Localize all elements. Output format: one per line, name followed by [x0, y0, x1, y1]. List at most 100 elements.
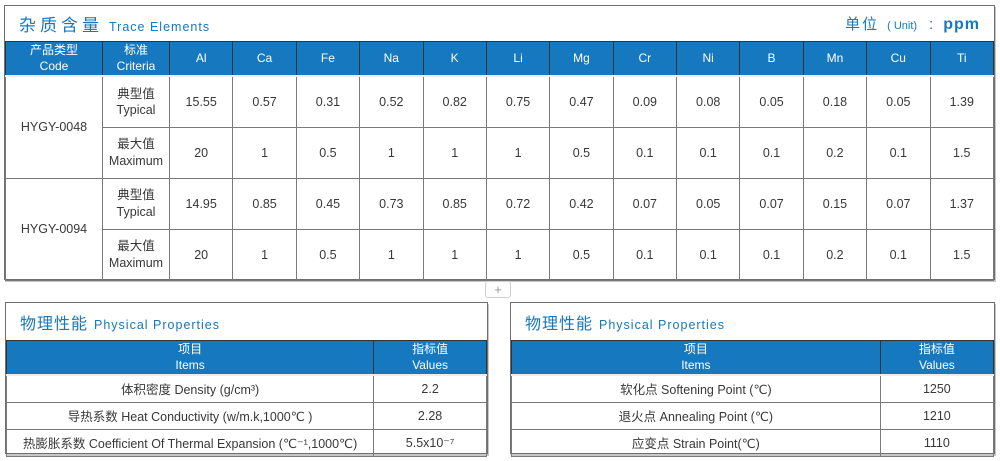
criteria-zh: 最大值	[117, 239, 155, 254]
col-header-mg: Mg	[549, 41, 614, 78]
value-cell: 0.52	[359, 75, 424, 128]
value-cell: 0.75	[485, 75, 551, 128]
unit-colon: :	[929, 16, 934, 33]
physical-title: 物理性能 Physical Properties	[525, 310, 725, 334]
col-header-values: 指标值 Values	[373, 340, 487, 377]
plus-icon: +	[494, 282, 502, 297]
product-code-cell: HYGY-0048	[5, 75, 103, 179]
col-header-b: B	[739, 41, 804, 78]
table-header-row: 项目 Items 指标值 Values	[5, 340, 487, 377]
col-header-cr: Cr	[612, 41, 678, 78]
table-row: 导热系数 Heat Conductivity (w/m.k,1000℃ ) 2.…	[5, 401, 487, 430]
value-cell: 0.05	[675, 177, 741, 230]
item-cell: 导热系数 Heat Conductivity (w/m.k,1000℃ )	[5, 401, 375, 430]
product-code-cell: HYGY-0094	[5, 177, 103, 281]
physical-title: 物理性能 Physical Properties	[20, 310, 220, 334]
criteria-en: Maximum	[108, 255, 164, 270]
value-cell: 0.07	[866, 177, 931, 230]
physical-properties-title-right: 物理性能 Physical Properties	[511, 303, 994, 340]
value-cell: 1.5	[929, 126, 994, 179]
criteria-en: Maximum	[108, 153, 164, 168]
value-cell: 0.15	[802, 177, 868, 230]
value-cell: 0.09	[612, 75, 678, 128]
trace-elements-card: 杂质含量 Trace Elements 单位 ( Unit) : ppm 产品类…	[4, 5, 995, 281]
value-cell: 0.08	[675, 75, 741, 128]
value-cell: 0.1	[675, 228, 741, 281]
item-cell: 热膨胀系数 Coefficient Of Thermal Expansion (…	[5, 428, 375, 457]
criteria-cell: 典型值 Typical	[102, 75, 170, 128]
trace-elements-title: 杂质含量 Trace Elements	[19, 11, 210, 36]
value-cell: 0.1	[612, 126, 678, 179]
physical-title-en: Physical Properties	[599, 317, 726, 332]
col-header-items-zh: 项目	[178, 342, 203, 356]
table-row: 热膨胀系数 Coefficient Of Thermal Expansion (…	[5, 428, 487, 457]
table-row: 软化点 Softening Point (℃) 1250	[511, 374, 995, 403]
col-header-values-en: Values	[412, 357, 448, 372]
col-header-criteria: 标准 Criteria	[102, 41, 170, 78]
col-header-fe: Fe	[295, 41, 361, 78]
value-cell: 0.57	[232, 75, 297, 128]
unit-label-zh: 单位	[845, 16, 880, 33]
unit-value: ppm	[943, 16, 980, 33]
col-header-values: 指标值 Values	[879, 340, 995, 377]
trace-elements-header: 杂质含量 Trace Elements 单位 ( Unit) : ppm	[5, 6, 994, 41]
value-cell: 1	[422, 126, 487, 179]
table-row: 应变点 Strain Point(℃) 1110	[511, 428, 995, 457]
physical-properties-card-left: 物理性能 Physical Properties 项目 Items 指标值 Va…	[5, 302, 488, 457]
value-cell: 5.5x10⁻⁷	[373, 428, 487, 457]
criteria-en: Typical	[116, 204, 156, 219]
table-row: HYGY-0094 典型值 Typical 14.95 0.85 0.45 0.…	[5, 177, 994, 281]
col-header-criteria-zh: 标准	[123, 43, 148, 57]
table-row: 最大值 Maximum 20 1 0.5 1 1 1 0.5 0.1 0.1 0…	[6, 126, 994, 179]
col-header-code: 产品类型 Code	[5, 41, 103, 78]
value-cell: 0.1	[866, 126, 931, 179]
value-cell: 0.05	[866, 75, 931, 128]
value-cell: 1	[422, 228, 487, 281]
expand-button[interactable]: +	[485, 281, 511, 298]
criteria-en: Typical	[116, 102, 156, 117]
value-cell: 1	[485, 126, 551, 179]
value-cell: 15.55	[168, 75, 234, 128]
col-header-items-en: Items	[681, 357, 711, 372]
criteria-cell: 典型值 Typical	[102, 177, 170, 230]
col-header-code-zh: 产品类型	[29, 43, 78, 57]
value-cell: 1	[232, 126, 297, 179]
value-cell: 20	[168, 228, 234, 281]
value-cell: 0.5	[295, 126, 361, 179]
table-header-row: 产品类型 Code 标准 Criteria Al Ca Fe Na K Li M…	[5, 41, 994, 78]
physical-title-zh: 物理性能	[525, 315, 594, 333]
value-cell: 0.45	[295, 177, 361, 230]
value-cell: 0.47	[549, 75, 614, 128]
col-header-values-zh: 指标值	[918, 342, 955, 356]
value-cell: 1.37	[929, 177, 994, 230]
value-cell: 0.5	[295, 228, 361, 281]
col-header-items: 项目 Items	[5, 340, 375, 377]
col-header-al: Al	[168, 41, 234, 78]
col-header-code-en: Code	[39, 58, 69, 73]
table-row: 退火点 Annealing Point (℃) 1210	[511, 401, 995, 430]
value-cell: 1110	[879, 428, 995, 457]
physical-title-en: Physical Properties	[94, 317, 221, 332]
col-header-criteria-en: Criteria	[116, 58, 156, 73]
value-cell: 14.95	[168, 177, 234, 230]
col-header-values-en: Values	[918, 357, 955, 372]
value-cell: 1	[359, 126, 424, 179]
value-cell: 1250	[879, 374, 995, 403]
item-cell: 软化点 Softening Point (℃)	[511, 374, 881, 403]
col-header-mn: Mn	[802, 41, 868, 78]
physical-properties-table-right: 项目 Items 指标值 Values 软化点 Softening Point …	[511, 340, 995, 457]
value-cell: 0.85	[232, 177, 297, 230]
value-cell: 0.2	[802, 228, 868, 281]
criteria-zh: 最大值	[117, 137, 155, 152]
col-header-ti: Ti	[929, 41, 994, 78]
trace-elements-table: 产品类型 Code 标准 Criteria Al Ca Fe Na K Li M…	[5, 41, 994, 281]
value-cell: 0.42	[549, 177, 614, 230]
item-cell: 体积密度 Density (g/cm³)	[5, 374, 375, 403]
table-row: 体积密度 Density (g/cm³) 2.2	[5, 374, 487, 403]
value-cell: 0.1	[739, 126, 804, 179]
col-header-li: Li	[485, 41, 551, 78]
value-cell: 1	[232, 228, 297, 281]
value-cell: 1.5	[929, 228, 994, 281]
value-cell: 2.28	[373, 401, 487, 430]
